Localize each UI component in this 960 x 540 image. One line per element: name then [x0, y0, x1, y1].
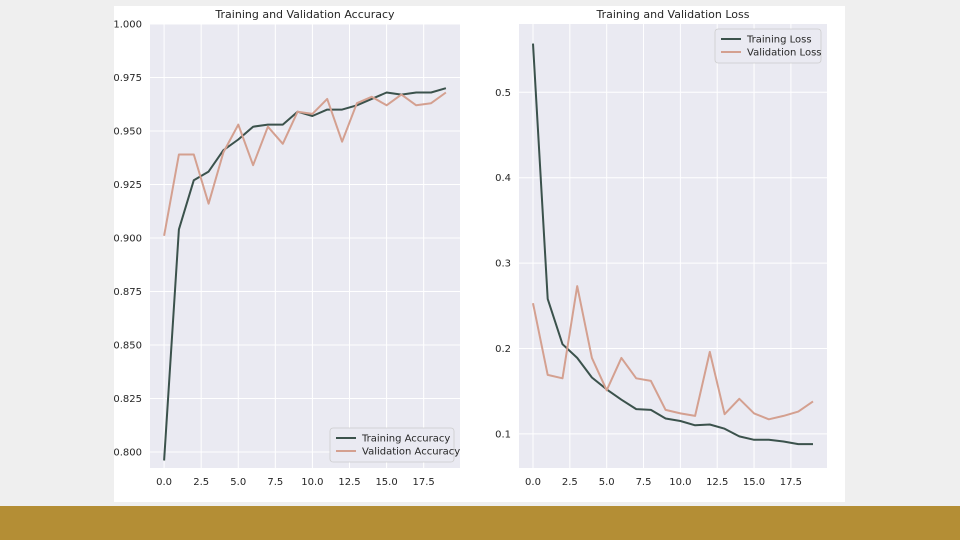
legend-box	[329, 427, 455, 463]
y-tick-label: 0.975	[113, 73, 142, 84]
series-line	[532, 285, 814, 421]
y-tick-label: 0.825	[113, 394, 142, 405]
y-tick-label: 1.000	[113, 20, 142, 31]
footer-bar	[0, 506, 960, 540]
x-tick-label: 12.5	[706, 477, 728, 488]
y-tick-label: 0.5	[495, 88, 511, 99]
y-tick-label: 0.950	[113, 126, 142, 137]
series-line	[163, 91, 447, 236]
plot-area	[150, 24, 460, 468]
x-tick-label: 7.5	[267, 477, 283, 488]
plot-area	[519, 24, 827, 468]
x-tick-label: 15.0	[743, 477, 765, 488]
y-tick-label: 0.1	[495, 429, 511, 440]
y-tick-label: 0.850	[113, 340, 142, 351]
x-tick-label: 0.0	[156, 477, 172, 488]
x-tick-label: 2.5	[193, 477, 209, 488]
chart-2: 0.0 2.5 5.0 7.5 10.0 12.5 15.0 17.5 0.1 0.2 0.3 0.4…	[495, 8, 827, 488]
series-line	[163, 87, 447, 461]
x-tick-label: 7.5	[636, 477, 652, 488]
y-tick-label: 0.800	[113, 447, 142, 458]
y-tick-label: 0.4	[495, 173, 511, 184]
legend-label: Training Accuracy	[361, 434, 450, 445]
x-tick-label: 5.0	[230, 477, 246, 488]
chart-title: Training and Validation Accuracy	[214, 8, 395, 21]
x-tick-label: 2.5	[562, 477, 578, 488]
x-tick-label: 15.0	[375, 477, 397, 488]
chart-1: 0.0 2.5 5.0 7.5 10.0 12.5 15.0 17.5 0.800 0.825 0.…	[113, 8, 460, 488]
x-tick-label: 5.0	[599, 477, 615, 488]
x-tick-label: 0.0	[525, 477, 541, 488]
legend-label: Validation Accuracy	[362, 447, 460, 458]
x-tick-label: 12.5	[338, 477, 360, 488]
x-tick-label: 17.5	[413, 477, 435, 488]
x-tick-label: 10.0	[301, 477, 323, 488]
legend-label: Validation Loss	[747, 48, 822, 59]
y-tick-label: 0.900	[113, 233, 142, 244]
x-tick-label: 17.5	[780, 477, 802, 488]
chart-title: Training and Validation Loss	[595, 8, 749, 21]
legend-box	[714, 28, 822, 64]
y-tick-label: 0.875	[113, 287, 142, 298]
y-tick-label: 0.2	[495, 344, 511, 355]
y-tick-label: 0.925	[113, 180, 142, 191]
x-tick-label: 10.0	[669, 477, 691, 488]
y-tick-label: 0.3	[495, 259, 511, 270]
series-line	[532, 43, 813, 446]
legend-label: Training Loss	[746, 35, 812, 46]
